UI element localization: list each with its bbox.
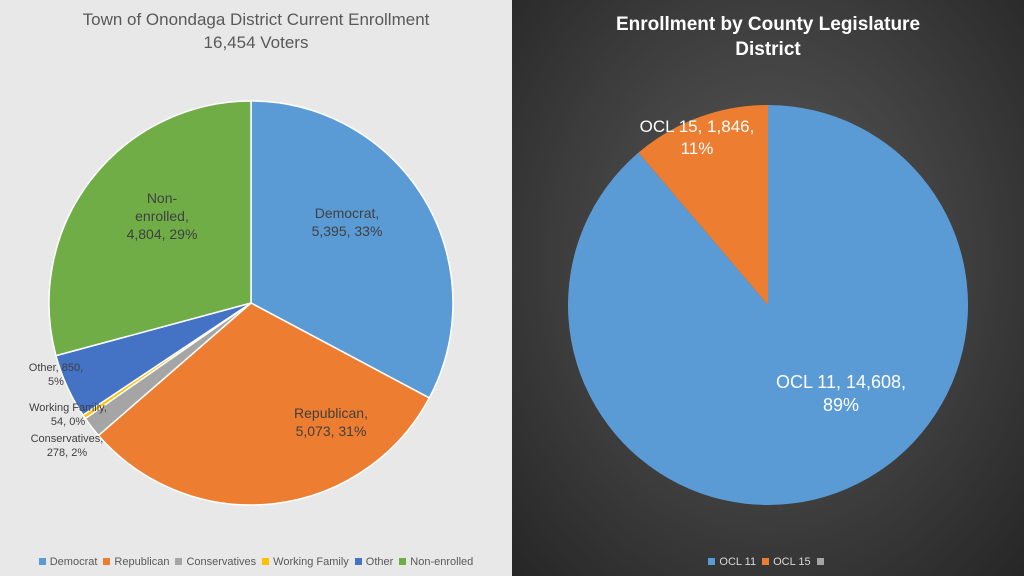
legend-item-democrat: Democrat (38, 556, 98, 568)
enrollment-pie-panel: Town of Onondaga District Current Enroll… (0, 0, 512, 576)
data-label-non-enrolled: Non-enrolled, 4,804, 29% (127, 190, 198, 242)
legend-swatch (399, 558, 407, 565)
pie-slice-republican (97, 302, 431, 506)
legend-item-republican: Republican (103, 556, 169, 568)
legend-item-other: Other (354, 556, 394, 568)
legend-label: Other (365, 556, 394, 568)
legend-label: Conservatives (186, 556, 257, 568)
legend-item-conservatives: Conservatives (175, 556, 256, 568)
legend-item-ocl-15: OCL 15 (762, 556, 811, 568)
legend-item-ocl-11: OCL 11 (708, 556, 756, 568)
district-pie-panel: Enrollment by County Legislature Distric… (512, 0, 1024, 576)
enrollment-pie-chart: Democrat, 5,395, 33% Republican, 5,073, 31%… (29, 100, 454, 506)
chart-title: Town of Onondaga District Current Enroll… (0, 8, 512, 54)
legend-label: Non-enrolled (410, 556, 474, 568)
legend-swatch (262, 558, 270, 565)
legend-swatch (708, 558, 716, 565)
data-label-conservatives: Conservatives, 278, 2% (31, 433, 104, 459)
chart-title: Enrollment by County Legislature Distric… (512, 12, 1024, 62)
data-label-working-family: Working Family, 54, 0% (29, 402, 107, 428)
district-pie-chart: OCL 11, 14,608, 89% OCL 15, 1,846, 11% (568, 105, 969, 505)
chart-title-line: Town of Onondaga District Current Enroll… (82, 10, 430, 29)
pie-slice-non-enrolled (48, 100, 252, 357)
legend-label: OCL 15 (773, 556, 811, 568)
data-label-other: Other, 850, 5% (29, 362, 83, 388)
chart-legend: Democrat Republican Conservatives Working F… (0, 556, 512, 568)
pie-slice-ocl-11 (568, 105, 969, 505)
data-label-ocl-11: OCL 11, 14,608, 89% (776, 372, 906, 415)
chart-subtitle: 16,454 Voters (203, 33, 309, 52)
legend-label: Democrat (49, 556, 98, 568)
legend-label: Republican (114, 556, 170, 568)
legend-label: Working Family (273, 556, 349, 568)
legend-swatch (175, 558, 183, 565)
legend-label: OCL 11 (719, 556, 757, 568)
data-label-ocl-15: OCL 15, 1,846, 11% (640, 117, 755, 158)
legend-swatch (762, 558, 770, 565)
pie-slice-democrat (250, 100, 454, 399)
data-label-republican: Republican, 5,073, 31% (294, 405, 368, 439)
legend-swatch (354, 558, 362, 565)
legend-item-non-enrolled: Non-enrolled (399, 556, 473, 568)
legend-swatch (103, 558, 111, 565)
data-label-democrat: Democrat, 5,395, 33% (312, 205, 383, 239)
chart-title-line: Enrollment by County Legislature (615, 14, 921, 35)
legend-swatch (816, 558, 824, 565)
chart-legend: OCL 11 OCL 15 (512, 556, 1024, 568)
legend-item-blank (816, 556, 828, 568)
pie-slice-ocl-15 (638, 105, 768, 305)
legend-swatch (38, 558, 46, 565)
chart-title-line-2: District (735, 39, 801, 60)
legend-item-working-family: Working Family (262, 556, 349, 568)
